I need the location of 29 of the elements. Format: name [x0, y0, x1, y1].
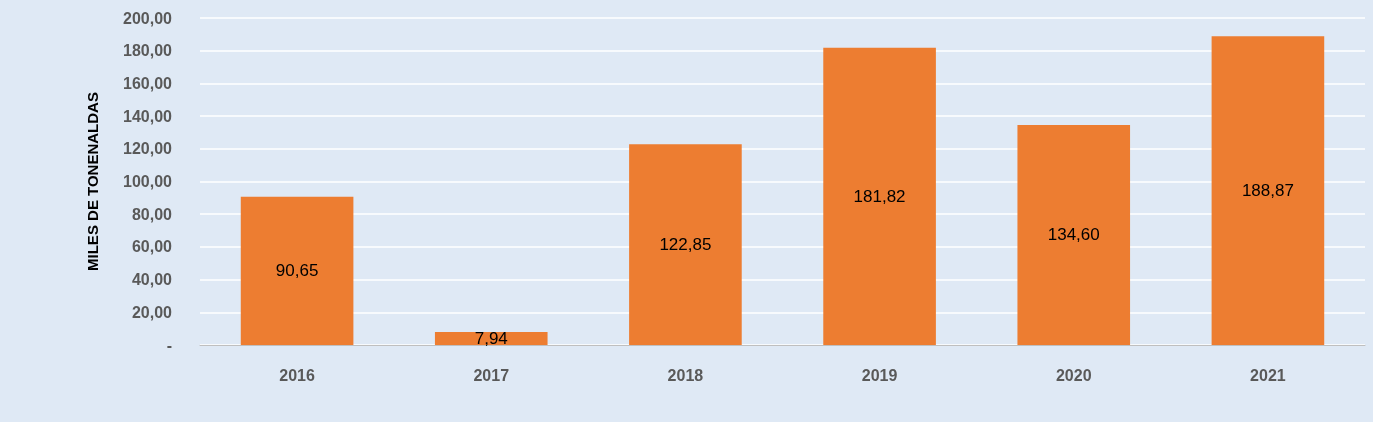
- x-tick-label: 2018: [667, 366, 704, 384]
- y-tick-label: 100,00: [123, 173, 173, 190]
- y-tick-label: 40,00: [131, 271, 173, 289]
- bar: [823, 47, 936, 345]
- data-label: 134,60: [1047, 225, 1100, 245]
- y-tick-label: 180,00: [123, 42, 173, 60]
- y-tick-label: 140,00: [123, 107, 173, 125]
- y-tick-label: 20,00: [131, 303, 173, 321]
- x-tick-label: 2016: [279, 366, 315, 384]
- bar: [1211, 36, 1325, 345]
- y-tick-label: 120,00: [123, 140, 173, 158]
- x-tick-label: 2021: [1250, 366, 1286, 384]
- data-label: 181,82: [853, 186, 906, 206]
- x-tick-label: 2020: [1055, 366, 1092, 384]
- x-tick-label: 2019: [861, 366, 898, 384]
- bar: [629, 144, 742, 345]
- y-tick-label: 160,00: [123, 74, 173, 92]
- y-tick-label: 60,00: [131, 238, 173, 256]
- data-label: 122,85: [659, 235, 712, 255]
- data-label: 7,94: [474, 329, 508, 349]
- x-tick-label: 2017: [473, 366, 510, 384]
- y-tick-label: -: [166, 336, 172, 354]
- data-label: 188,87: [1241, 181, 1294, 201]
- y-tick-label: 80,00: [131, 205, 173, 223]
- y-tick-label: 200,00: [123, 9, 173, 27]
- bar: [1017, 124, 1131, 345]
- data-label: 90,65: [275, 261, 319, 281]
- bar: [240, 196, 354, 345]
- y-axis-title: MILES DE TONENALDAS: [84, 92, 101, 271]
